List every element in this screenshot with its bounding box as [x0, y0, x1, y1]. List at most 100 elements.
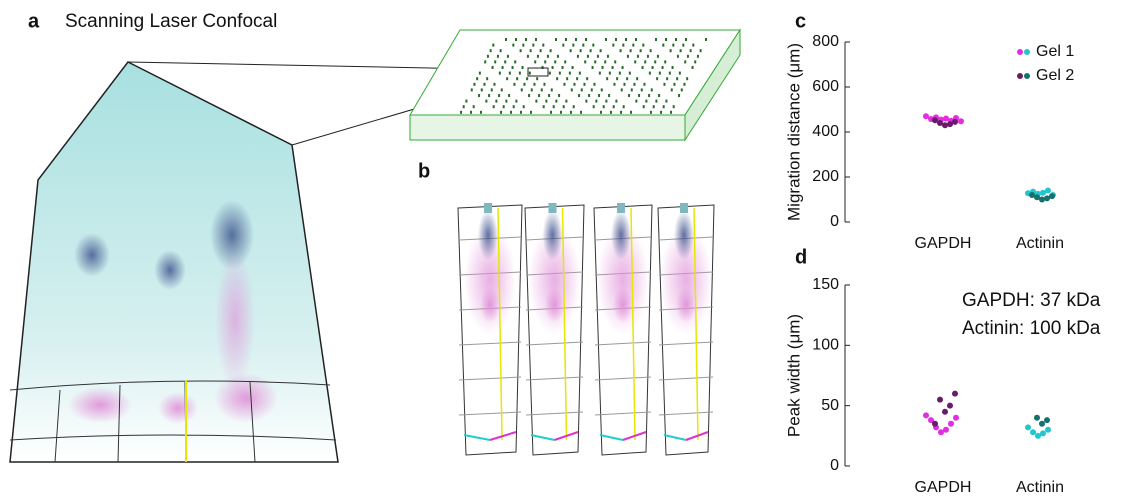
well	[548, 94, 550, 97]
well	[584, 60, 586, 63]
well	[530, 49, 532, 52]
well	[660, 111, 662, 114]
well	[465, 100, 467, 103]
point	[953, 415, 959, 421]
point	[1039, 421, 1045, 427]
well	[519, 72, 521, 75]
band	[215, 250, 255, 390]
well	[526, 77, 528, 80]
point	[932, 421, 938, 427]
well	[678, 94, 680, 97]
band	[478, 210, 498, 260]
well	[490, 49, 492, 52]
well	[550, 49, 552, 52]
y-tick-label: 600	[812, 78, 839, 95]
well	[516, 77, 518, 80]
well	[675, 38, 677, 41]
well	[653, 105, 655, 108]
well	[634, 60, 636, 63]
band	[158, 392, 198, 424]
column-renders	[458, 203, 714, 455]
well	[617, 203, 625, 213]
point	[943, 427, 949, 433]
well	[697, 55, 699, 58]
well	[564, 60, 566, 63]
y-tick-label: 50	[821, 397, 839, 414]
well	[552, 66, 554, 69]
well	[563, 83, 565, 86]
panel-label: a	[28, 10, 40, 32]
well	[543, 105, 545, 108]
well	[578, 94, 580, 97]
well	[515, 38, 517, 41]
well	[656, 77, 658, 80]
well	[562, 66, 564, 69]
well	[655, 100, 657, 103]
well	[471, 88, 473, 91]
well	[485, 100, 487, 103]
point	[1034, 415, 1040, 421]
well	[598, 94, 600, 97]
well	[527, 55, 529, 58]
well	[600, 49, 602, 52]
well	[663, 105, 665, 108]
well	[620, 49, 622, 52]
panel-title: Scanning Laser Confocal	[65, 11, 277, 32]
well	[615, 38, 617, 41]
point	[942, 409, 948, 415]
well	[657, 55, 659, 58]
well	[635, 38, 637, 41]
well	[522, 44, 524, 47]
well	[581, 88, 583, 91]
well	[599, 72, 601, 75]
well	[663, 83, 665, 86]
y-tick-label: 200	[812, 168, 839, 185]
well	[573, 83, 575, 86]
annotation: GAPDH: 37 kDa	[962, 290, 1101, 311]
well	[643, 83, 645, 86]
well	[506, 77, 508, 80]
well	[588, 94, 590, 97]
well	[559, 72, 561, 75]
y-axis-label: Migration distance (μm)	[784, 43, 803, 221]
well	[498, 94, 500, 97]
point	[952, 391, 958, 397]
well	[479, 72, 481, 75]
well	[488, 94, 490, 97]
well	[542, 44, 544, 47]
well	[507, 55, 509, 58]
well	[547, 55, 549, 58]
well	[686, 77, 688, 80]
well	[665, 38, 667, 41]
well	[529, 72, 531, 75]
well	[683, 83, 685, 86]
well	[694, 60, 696, 63]
well	[484, 203, 492, 213]
well	[523, 83, 525, 86]
well	[580, 49, 582, 52]
band	[543, 210, 563, 260]
well	[492, 66, 494, 69]
well	[530, 111, 532, 114]
well	[616, 77, 618, 80]
well	[557, 55, 559, 58]
well	[569, 72, 571, 75]
figure: a Scanning Laser Confocal b c02004006008…	[0, 0, 1125, 496]
well	[493, 83, 495, 86]
well	[605, 38, 607, 41]
well	[580, 111, 582, 114]
well	[630, 49, 632, 52]
well	[582, 44, 584, 47]
well	[487, 55, 489, 58]
well	[600, 111, 602, 114]
well	[650, 111, 652, 114]
well	[633, 83, 635, 86]
well	[571, 88, 573, 91]
well	[638, 94, 640, 97]
well	[501, 88, 503, 91]
band	[74, 233, 110, 277]
well	[649, 72, 651, 75]
point	[1040, 430, 1046, 436]
well	[583, 83, 585, 86]
well	[473, 105, 475, 108]
